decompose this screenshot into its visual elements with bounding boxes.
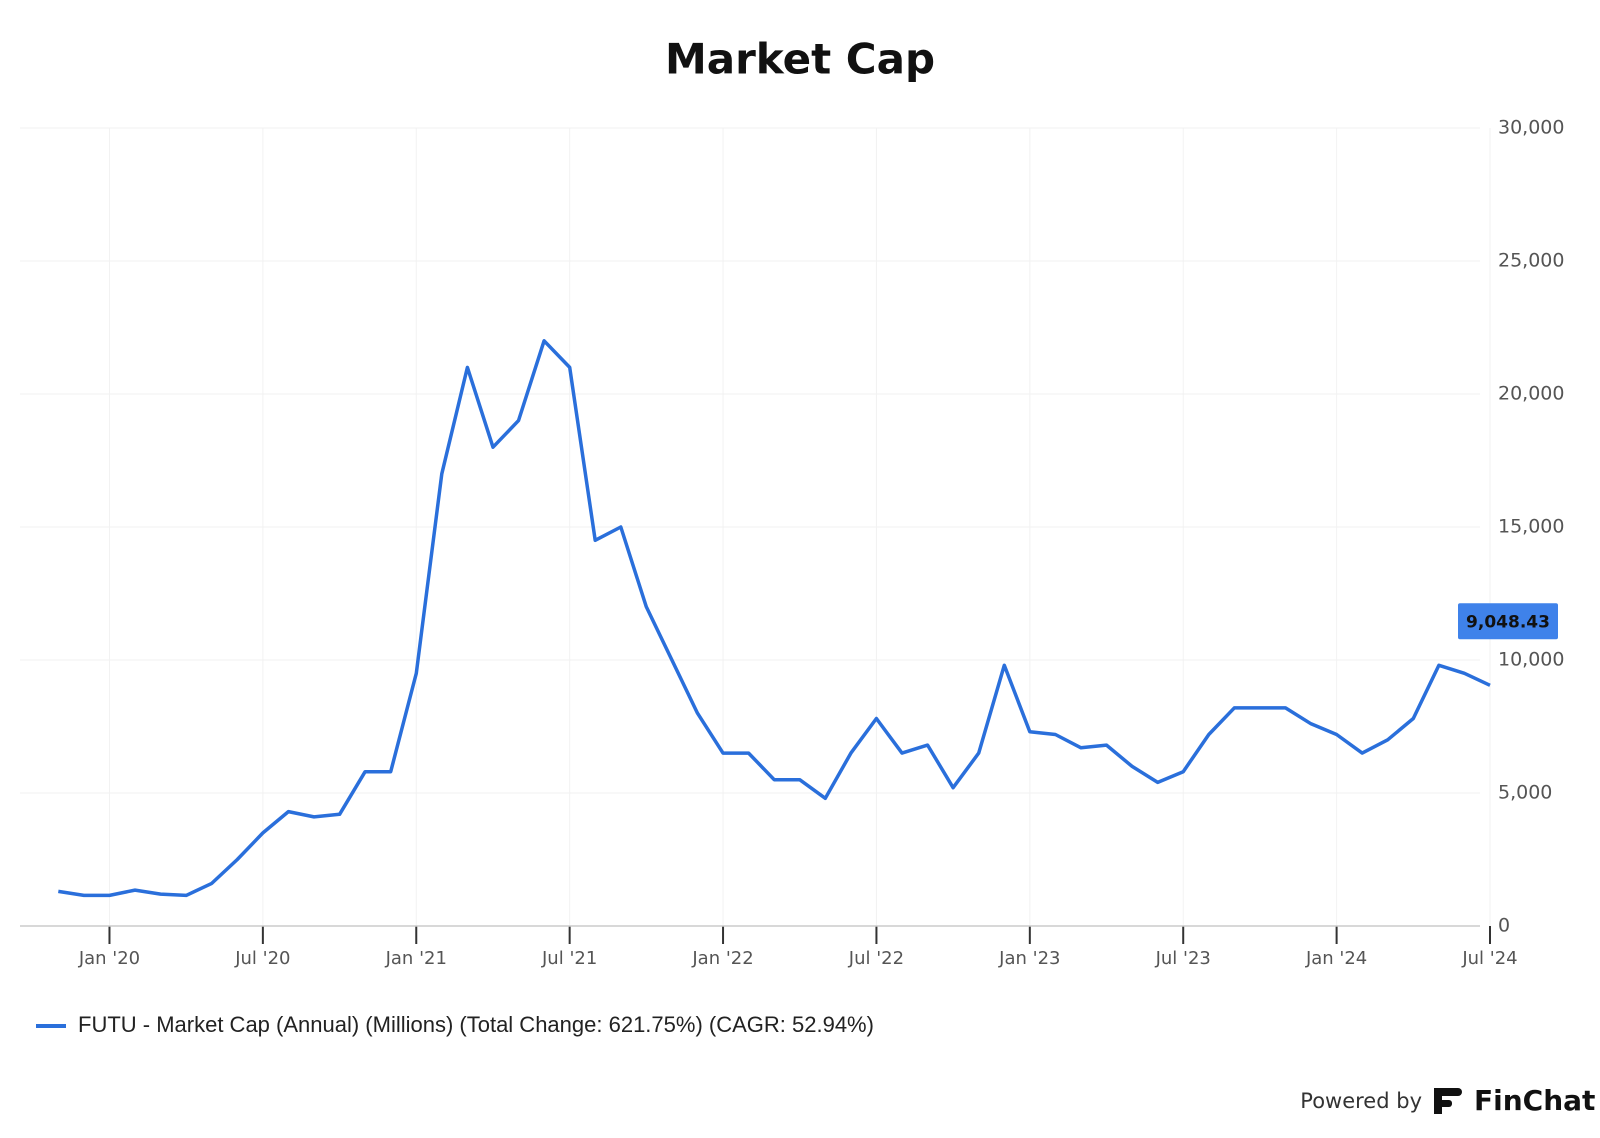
x-tick-label: Jan '24 (1305, 948, 1367, 969)
y-tick-label: 25,000 (1498, 250, 1564, 272)
series-line (58, 339, 1491, 898)
y-tick-label: 20,000 (1498, 383, 1564, 405)
y-tick-label: 30,000 (1498, 117, 1564, 139)
y-tick-label: 10,000 (1498, 649, 1564, 671)
value-label: 9,048.43 (1466, 612, 1550, 632)
y-tick-label: 5,000 (1498, 782, 1552, 804)
x-tick-label: Jan '22 (691, 948, 753, 969)
x-tick-label: Jul '20 (234, 948, 290, 969)
brand-logo (1434, 1088, 1462, 1114)
x-tick-label: Jul '21 (541, 948, 597, 969)
value-label-box (1458, 603, 1558, 640)
y-tick-label: 0 (1498, 915, 1510, 937)
x-tick-label: Jan '20 (78, 948, 140, 969)
footer-brand: FinChat (1474, 1084, 1595, 1117)
x-tick-label: Jul '23 (1155, 948, 1211, 969)
legend-label: FUTU - Market Cap (Annual) (Millions) (T… (78, 1012, 874, 1037)
y-tick-label: 15,000 (1498, 516, 1564, 538)
chart-title: Market Cap (665, 35, 935, 84)
x-tick-label: Jul '24 (1461, 948, 1517, 969)
footer-text: Powered by (1300, 1089, 1422, 1113)
x-tick-label: Jul '22 (848, 948, 904, 969)
x-tick-label: Jan '21 (385, 948, 447, 969)
x-tick-label: Jan '23 (998, 948, 1060, 969)
